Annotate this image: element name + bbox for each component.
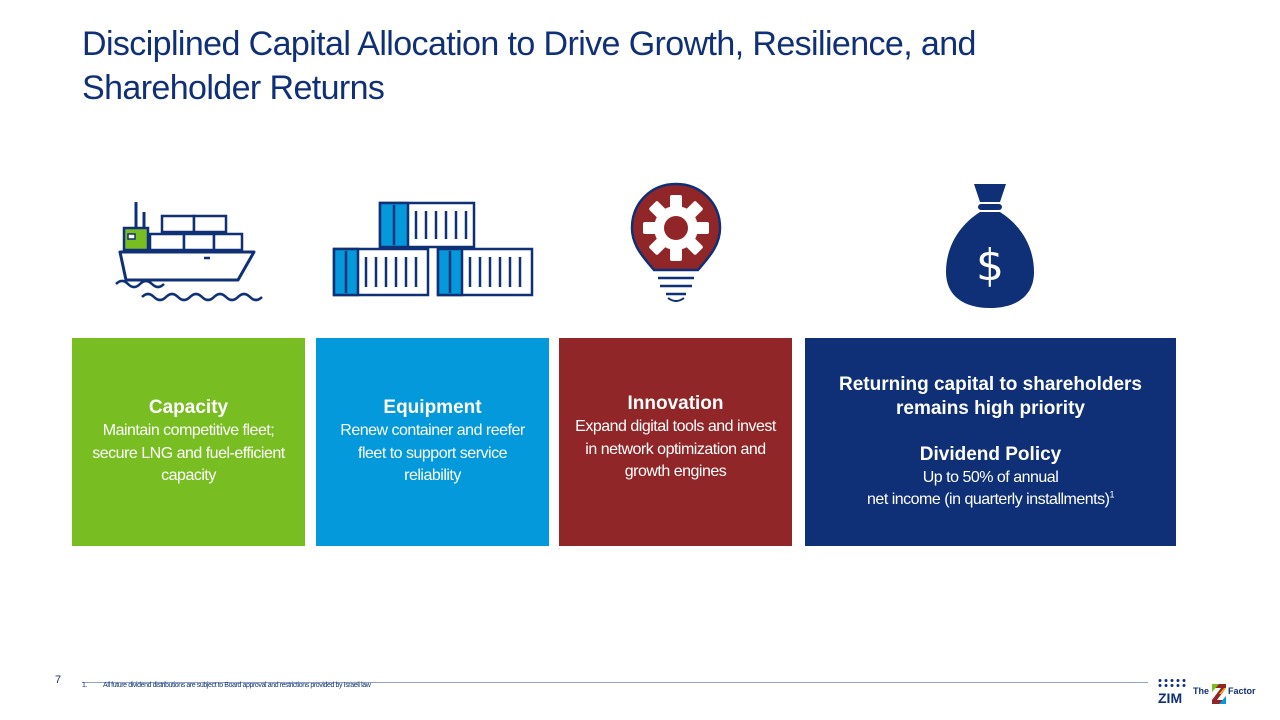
innovation-card: Innovation Expand digital tools and inve… — [559, 338, 792, 546]
tagline-factor: Factor — [1228, 686, 1256, 696]
footer-divider — [82, 682, 1148, 683]
returns-heading: Returning capital to shareholders remain… — [839, 373, 1142, 419]
capacity-heading: Capacity — [148, 397, 229, 419]
innovation-heading: Innovation — [627, 393, 724, 415]
container-ship-icon — [115, 202, 263, 302]
equipment-card: Equipment Renew container and reefer fle… — [316, 338, 549, 546]
equipment-body: Renew container and reefer fleet to supp… — [340, 422, 525, 485]
shipping-containers-icon — [332, 201, 534, 297]
svg-text:$: $ — [976, 240, 1004, 291]
equipment-heading: Equipment — [383, 397, 482, 419]
capacity-card: Capacity Maintain competitive fleet; sec… — [72, 338, 305, 546]
page-title: Disciplined Capital Allocation to Drive … — [82, 25, 976, 107]
footnote: 1. All future dividend distributions are … — [82, 682, 371, 689]
footnote-marker: 1 — [1109, 489, 1114, 500]
dividend-policy-heading: Dividend Policy — [919, 443, 1062, 465]
z-factor-mark-icon — [1210, 682, 1228, 704]
dividend-policy-line1: Up to 50% of annual — [922, 468, 1059, 486]
zim-logo-text: ZIM — [1158, 690, 1183, 706]
innovation-body: Expand digital tools and invest in netwo… — [575, 418, 776, 481]
lightbulb-gear-icon — [630, 182, 722, 302]
tagline-the: The — [1193, 686, 1210, 696]
capacity-body: Maintain competitive fleet; secure LNG a… — [92, 422, 285, 485]
dividend-policy-line2: net income (in quarterly installments)1 — [867, 489, 1114, 512]
zim-logo-dots-icon — [1158, 679, 1186, 687]
dividend-policy-text: net income (in quarterly installments) — [867, 491, 1110, 508]
page-number: 7 — [55, 674, 62, 686]
footnote-number: 1. — [82, 682, 88, 689]
footnote-text: All future dividend distributions are su… — [103, 682, 371, 689]
money-bag-icon: $ — [946, 184, 1034, 308]
shareholder-returns-card: Returning capital to shareholders remain… — [805, 338, 1176, 546]
